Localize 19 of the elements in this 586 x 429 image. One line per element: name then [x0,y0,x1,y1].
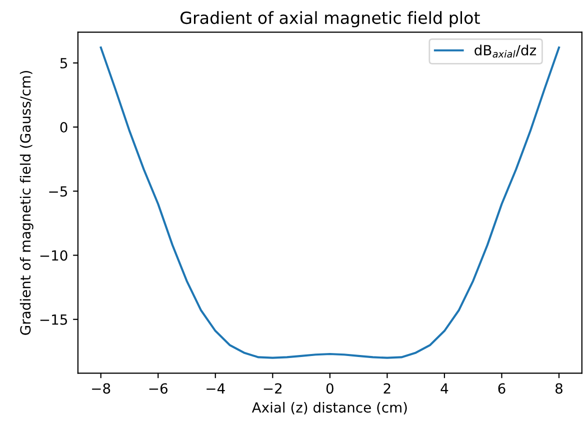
y-tick-label: −5 [49,186,67,197]
x-tick-label: 4 [440,383,448,394]
x-tick-label: −8 [92,383,110,394]
y-tick-label: 0 [60,122,68,133]
y-tick-label: −10 [40,250,68,261]
x-tick-label: −6 [149,383,168,394]
y-tick-label: −15 [40,314,67,325]
x-tick-label: 0 [326,383,334,394]
x-tick-label: 2 [384,383,390,394]
x-axis-title: Axial (z) distance (cm) [252,402,407,414]
y-tick-label: 5 [60,58,68,68]
legend-label: dB$_{axial}$/dz [474,44,536,58]
y-axis-title: Gradient of magnetic field (Gauss/cm) [20,70,34,335]
chart-title: Gradient of axial magnetic field plot [180,11,480,28]
x-tick-label: −2 [264,383,282,394]
x-tick-label: −4 [206,383,225,394]
line-series [100,46,560,359]
x-tick-label: 8 [556,383,562,394]
x-tick-label: 6 [498,383,506,394]
